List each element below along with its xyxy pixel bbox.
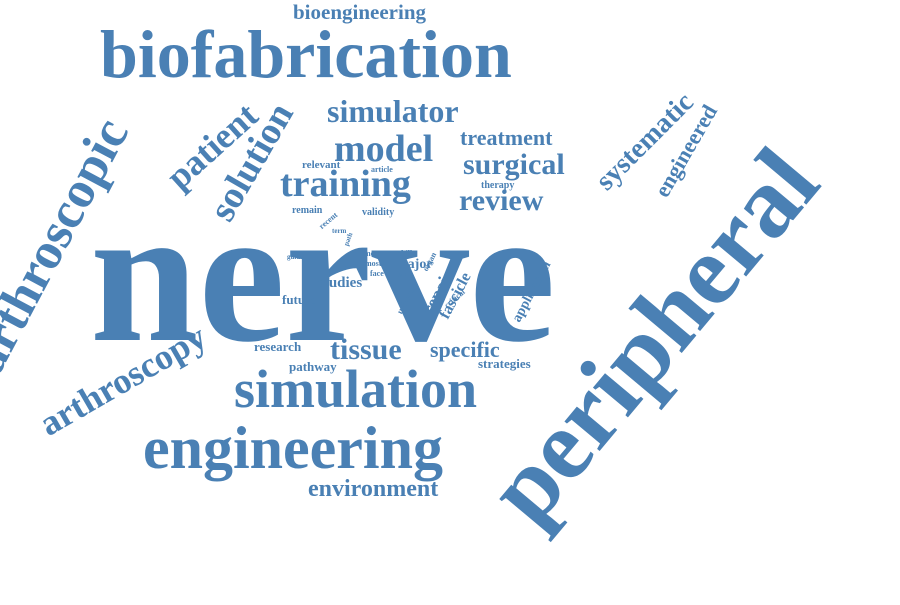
word-face: face <box>370 270 384 278</box>
word-studies: studies <box>318 276 362 291</box>
word-bioengineering: bioengineering <box>293 2 426 23</box>
word-validity: validity <box>362 208 394 218</box>
word-environment: environment <box>308 477 438 501</box>
word-surgical: surgical <box>463 150 565 180</box>
word-treatment: treatment <box>460 127 552 149</box>
word-research: research <box>254 340 301 353</box>
word-model: model <box>334 130 433 168</box>
word-tissue: tissue <box>330 335 402 365</box>
word-term: term <box>332 228 346 235</box>
word-engineering: engineering <box>143 418 443 478</box>
word-most: most <box>365 260 381 268</box>
word-skill: skill <box>398 250 412 258</box>
word-therapy: therapy <box>481 181 514 191</box>
word-pathway: pathway <box>289 360 337 373</box>
word-gap: gap <box>398 272 407 278</box>
word-simulator: simulator <box>327 95 459 127</box>
word-simulation: simulation <box>234 362 477 416</box>
word-strategies: strategies <box>478 357 531 370</box>
word-remain: remain <box>292 206 322 216</box>
word-more: more <box>364 250 382 258</box>
word-guide: guide <box>287 254 303 261</box>
word-article: article <box>371 166 393 174</box>
word-relevant: relevant <box>302 160 340 171</box>
word-future: future <box>282 293 316 306</box>
word-biofabrication: biofabrication <box>100 20 512 88</box>
